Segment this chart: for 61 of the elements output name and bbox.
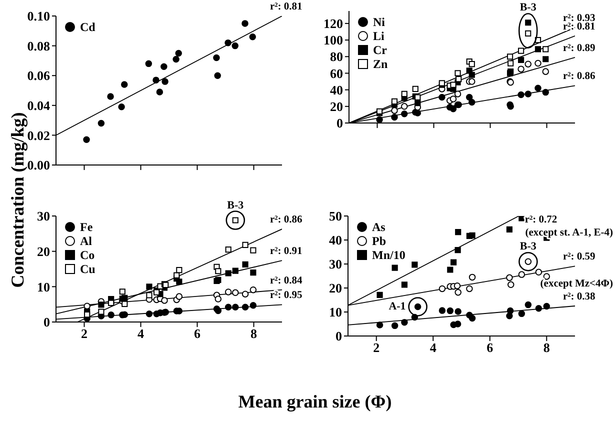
y-tick-label: 0.08 — [27, 38, 50, 54]
annotation: A-1 — [388, 300, 406, 312]
y-tick-label: 80 — [330, 49, 343, 64]
x-tick-label: 8 — [543, 340, 550, 356]
annotation: r²: 0.89 — [563, 42, 596, 54]
x-tick-label: 2 — [81, 326, 88, 342]
y-tick-label: 40 — [329, 232, 342, 248]
y-tick-label: 120 — [324, 16, 343, 32]
y-tick-label: 0.02 — [27, 128, 50, 143]
annotation: B-3 — [520, 2, 537, 14]
y-tick-label: 0.06 — [27, 68, 50, 84]
x-tick-label: 4 — [430, 340, 437, 356]
x-tick-label: 8 — [250, 326, 258, 342]
legend-label: Cr — [373, 43, 387, 57]
annotation: B-3 — [520, 240, 537, 253]
legend-label: Ni — [373, 15, 385, 29]
y-tick-label: 0 — [336, 328, 342, 344]
legend-label: Cd — [80, 20, 96, 34]
y-axis-title: Concentration (mg/kg) — [8, 112, 28, 288]
legend-label: Mn/10 — [372, 248, 406, 262]
annotation: r²: 0.95 — [270, 290, 302, 302]
legend-label: As — [372, 220, 386, 234]
annotation: r²: 0.86 — [563, 71, 596, 82]
annotation: B-3 — [227, 199, 244, 212]
legend-label: Fe — [80, 220, 93, 234]
annotation: r²: 0.72 (except st. A-1, E-4) — [524, 214, 614, 238]
legend-label: Pb — [372, 234, 386, 248]
legend-label: Zn — [373, 57, 388, 71]
y-tick-label: 0.00 — [27, 158, 50, 173]
y-tick-label: 0.04 — [27, 98, 50, 114]
x-tick-label: 2 — [373, 340, 380, 356]
annotation: r²: 0.93 — [563, 13, 596, 24]
y-tick-label: 50 — [329, 208, 342, 224]
x-tick-label: 4 — [138, 326, 144, 342]
y-tick-label: 100 — [324, 32, 343, 48]
y-tick-label: 0 — [44, 314, 50, 330]
y-tick-label: 20 — [37, 244, 50, 259]
y-tick-label: 60 — [330, 66, 343, 81]
x-axis-title: Mean grain size (Φ) — [238, 392, 392, 412]
annotation: r²: 0.84 — [270, 275, 304, 286]
y-tick-label: 20 — [330, 99, 343, 114]
legend-label: Cu — [80, 262, 96, 276]
annotation: r²: 0.86 — [270, 214, 302, 226]
text: r²: 0.81 — [270, 1, 302, 12]
y-tick-label: 0 — [336, 116, 343, 131]
x-tick-label: 6 — [194, 326, 201, 342]
legend-label: Li — [373, 29, 384, 43]
annotation: r²: 0.38 — [563, 291, 596, 302]
text: r²: 0.59 (except Mz<4Φ) — [540, 252, 613, 290]
y-tick-label: 10 — [329, 304, 342, 320]
y-tick-label: 30 — [37, 208, 50, 224]
legend-label: Al — [80, 234, 92, 248]
y-tick-label: 0.10 — [27, 8, 50, 24]
annotation: r²: 0.91 — [270, 246, 302, 257]
legend-label: Co — [80, 248, 95, 262]
y-tick-label: 10 — [37, 279, 50, 294]
x-tick-label: 6 — [486, 340, 494, 356]
y-tick-label: 30 — [329, 256, 342, 272]
y-tick-label: 20 — [329, 280, 342, 296]
annotation: r²: 0.81 — [563, 21, 596, 32]
y-tick-label: 40 — [330, 82, 343, 98]
